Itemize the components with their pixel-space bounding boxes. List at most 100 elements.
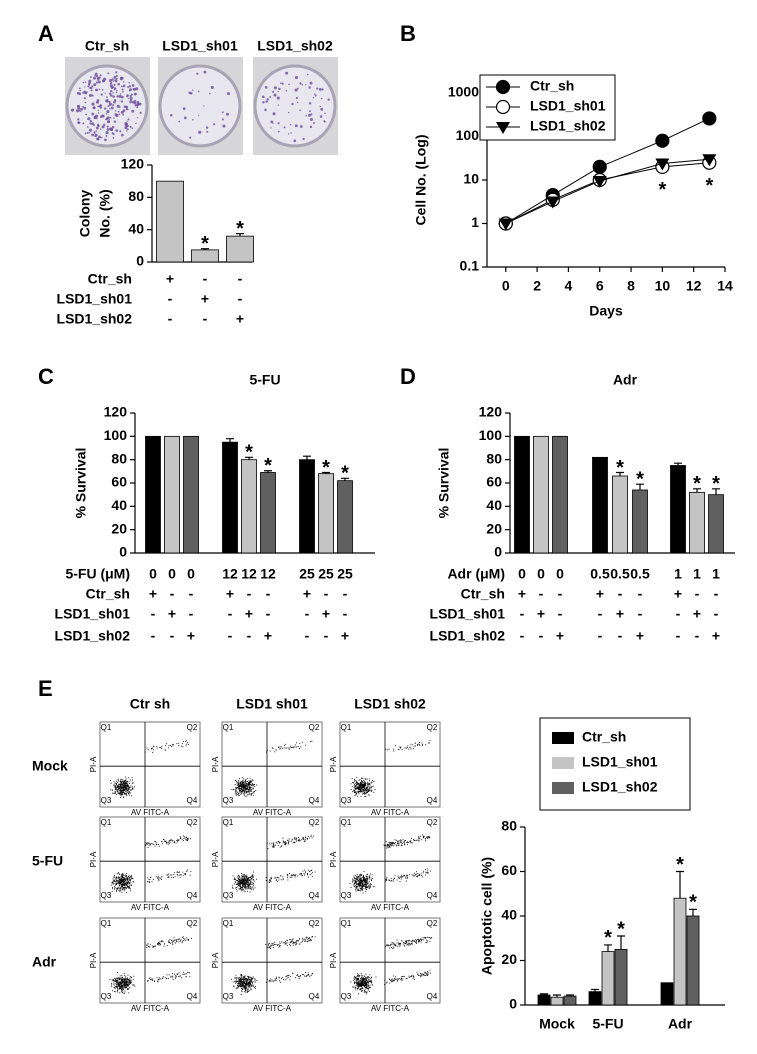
flow-dot	[119, 982, 121, 984]
flow-dot	[171, 877, 173, 878]
x-tick-label: Mock	[539, 1016, 575, 1032]
colony	[115, 77, 118, 80]
flow-dot	[244, 785, 246, 787]
flow-dot	[295, 943, 297, 945]
flow-dot	[243, 793, 245, 795]
flow-dot	[243, 785, 245, 787]
flow-dot	[301, 837, 303, 839]
flow-dot	[362, 979, 364, 981]
flow-dot	[248, 983, 249, 985]
colony	[305, 114, 307, 117]
flow-dot	[125, 985, 127, 987]
flow-dot	[410, 840, 412, 842]
flow-dot	[249, 891, 251, 893]
flow-dot	[113, 784, 115, 786]
flow-dot	[248, 985, 250, 987]
flow-dot	[365, 982, 367, 984]
flow-dot	[127, 787, 129, 789]
colony	[107, 72, 110, 75]
flow-dot	[124, 884, 126, 886]
flow-dot	[404, 945, 406, 947]
flow-dot	[124, 789, 125, 791]
flow-dot	[426, 941, 428, 943]
flow-dot	[169, 841, 171, 843]
flow-dot	[368, 985, 370, 987]
y-tick-label: 60	[501, 862, 517, 878]
flow-dot	[307, 974, 309, 975]
flow-dot	[358, 984, 359, 986]
colony	[302, 137, 305, 141]
flow-dot	[362, 791, 364, 793]
flow-dot	[358, 978, 360, 980]
flow-dot	[251, 977, 253, 979]
flow-dot	[128, 876, 130, 878]
flow-dot	[414, 875, 416, 877]
flow-dot	[359, 889, 360, 891]
flow-dot	[369, 788, 370, 790]
flow-dot	[373, 885, 375, 887]
flow-dot	[366, 786, 368, 788]
flow-dot	[421, 876, 423, 878]
flow-dot	[364, 789, 366, 791]
flow-dot	[121, 793, 122, 795]
flow-dot	[246, 791, 248, 793]
flow-dot	[406, 841, 408, 843]
condition-cell: 0	[556, 566, 564, 582]
flow-dot	[157, 981, 159, 983]
flow-dot	[125, 791, 127, 793]
flow-dot	[277, 841, 279, 843]
flow-dot	[240, 782, 242, 784]
condition-cell: -	[238, 291, 243, 307]
flow-dot	[168, 876, 170, 878]
flow-dot	[250, 780, 252, 782]
flow-dot	[247, 788, 249, 790]
flow-dot	[427, 970, 428, 972]
flow-dot	[360, 784, 362, 786]
colony	[87, 85, 90, 88]
flow-dot	[124, 979, 126, 981]
colony	[308, 86, 311, 89]
flow-dot	[120, 784, 122, 786]
flow-dot	[129, 888, 131, 890]
flow-dot	[180, 939, 182, 941]
condition-cell: -	[228, 606, 233, 622]
flow-dot	[360, 979, 362, 981]
bar	[689, 491, 705, 554]
colony	[113, 83, 116, 86]
flow-dot	[241, 877, 243, 879]
flow-dot	[175, 974, 177, 976]
flow-dot	[172, 942, 174, 944]
flow-dot	[389, 979, 391, 981]
flow-dot	[252, 887, 254, 889]
flow-dot	[121, 875, 122, 877]
colony	[84, 81, 87, 83]
flow-dot	[240, 976, 242, 978]
flow-dot	[420, 976, 422, 978]
flow-dot	[270, 879, 272, 881]
flow-dot	[241, 782, 243, 784]
flow-dot	[121, 891, 123, 893]
flow-dot	[251, 977, 253, 979]
flow-dot	[119, 891, 121, 893]
flow-dot	[289, 747, 291, 749]
colony	[135, 122, 137, 125]
flow-dot	[420, 973, 422, 975]
flow-dot	[363, 975, 365, 977]
flow-dot	[296, 974, 298, 976]
flow-dot	[122, 787, 124, 788]
flow-y-label: PI-A	[329, 952, 338, 968]
significance-mark: *	[705, 175, 713, 197]
flow-dot	[284, 943, 286, 944]
flow-dot	[246, 874, 248, 876]
flow-dot	[122, 981, 124, 983]
colony	[94, 133, 98, 137]
flow-dot	[126, 879, 128, 881]
colony	[323, 120, 326, 123]
flow-dot	[167, 978, 169, 980]
flow-dot	[361, 983, 362, 985]
flow-dot	[271, 944, 273, 946]
flow-dot	[359, 985, 361, 987]
flow-dot	[151, 978, 153, 980]
flow-dot	[406, 874, 408, 876]
flow-dot	[241, 890, 243, 892]
